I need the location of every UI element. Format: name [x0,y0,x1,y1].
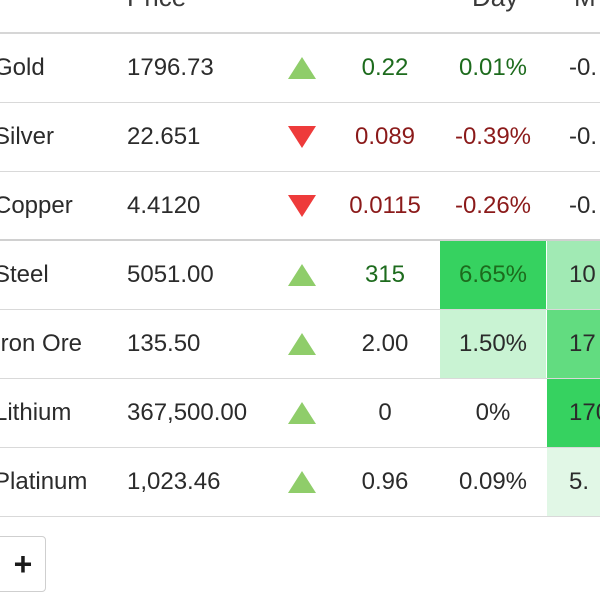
header-price: Price [127,0,186,13]
arrow-down-icon [288,126,316,148]
commodity-price: 1,023.46 [127,468,221,495]
trend-cell [280,172,324,239]
arrow-up-icon [288,57,316,79]
trend-cell [280,241,324,309]
month-percent-change: 10 [547,241,600,309]
commodity-name: Steel [0,261,49,288]
table-row[interactable]: Gold 1796.73 0.22 0.01% -0. [0,34,600,103]
month-percent-change: -0. [547,103,600,171]
price-change: 315 [364,261,406,288]
commodity-price: 367,500.00 [127,399,248,426]
commodity-price: 135.50 [127,330,201,357]
commodity-price: 1796.73 [127,54,214,81]
day-percent-change: 1.50% [440,310,546,378]
table-row[interactable]: Iron Ore 135.50 2.00 1.50% 17 [0,310,600,379]
month-percent-change: 5. [547,448,600,516]
commodity-price: 5051.00 [127,261,214,288]
month-percent-change: 170 [547,379,600,447]
table-row[interactable]: Silver 22.651 0.089 -0.39% -0. [0,103,600,172]
day-percent-change: 0.01% [440,34,546,102]
price-change: 0.22 [361,54,409,81]
price-change: 0.96 [361,468,409,495]
commodity-name: Gold [0,54,45,81]
add-row-button[interactable]: + [0,536,46,592]
header-day: Day [472,0,518,13]
trend-cell [280,448,324,516]
table-row[interactable]: Platinum 1,023.46 0.96 0.09% 5. [0,448,600,517]
table-header: Price Day M [0,0,600,34]
price-change: 0.089 [354,123,416,150]
trend-cell [280,103,324,171]
day-percent-change: 6.65% [440,241,546,309]
day-percent-change: 0% [440,379,546,447]
commodity-name: Copper [0,191,73,219]
month-percent-change: -0. [547,34,600,102]
arrow-up-icon [288,264,316,286]
commodity-name: Silver [0,123,55,150]
trend-cell [280,34,324,102]
arrow-up-icon [288,471,316,493]
day-percent-change: -0.26% [440,172,546,239]
price-change: 0 [378,399,392,426]
header-month: M [574,0,596,13]
arrow-up-icon [288,333,316,355]
table-row[interactable]: Lithium 367,500.00 0 0%170 [0,379,600,448]
day-percent-change: 0.09% [440,448,546,516]
price-change: 0.0115 [349,191,421,219]
commodity-name: Lithium [0,399,72,426]
trend-cell [280,379,324,447]
commodity-name: Platinum [0,468,88,495]
day-percent-change: -0.39% [440,103,546,171]
price-change: 2.00 [361,330,409,357]
month-percent-change: 17 [547,310,600,378]
commodity-price: 4.4120 [127,191,201,219]
arrow-up-icon [288,402,316,424]
arrow-down-icon [288,194,316,217]
commodity-price: 22.651 [127,123,201,150]
month-percent-change: -0. [547,172,600,239]
trend-cell [280,310,324,378]
plus-icon: + [13,546,33,582]
table-body: Gold 1796.73 0.22 0.01% -0. Silver 22.651 0.089… [0,34,600,517]
table-row[interactable]: Copper 4.4120 0.0115 -0.26% -0. [0,172,600,241]
commodity-name: Iron Ore [0,330,83,357]
table-row[interactable]: Steel 5051.00 315 6.65% 10 [0,241,600,310]
